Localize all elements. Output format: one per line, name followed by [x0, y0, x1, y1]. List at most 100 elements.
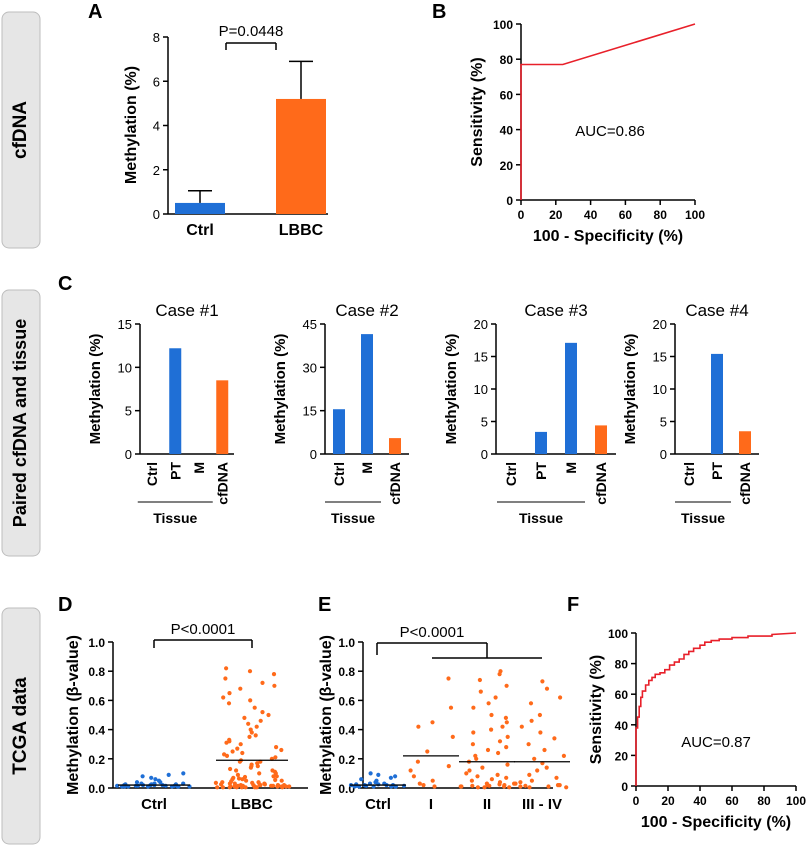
data-point	[274, 745, 279, 750]
x-tick-label: Ctrl	[144, 462, 160, 486]
data-point	[238, 783, 243, 788]
x-axis-label: 100 - Specificity (%)	[641, 814, 791, 831]
x-tick-label: 0	[518, 208, 525, 222]
data-point	[388, 775, 393, 780]
x-tick-label: Ctrl	[186, 222, 214, 239]
y-tick-label: 60	[615, 688, 629, 702]
bar-cfdna	[216, 380, 229, 454]
data-point	[425, 749, 430, 754]
data-point	[181, 771, 186, 776]
data-point	[273, 755, 278, 760]
data-point	[493, 695, 498, 700]
y-axis-label: Methylation (%)	[272, 334, 289, 445]
data-point	[538, 730, 543, 735]
bar-m	[361, 334, 373, 454]
data-point	[504, 745, 509, 750]
pvalue-label: P<0.0001	[171, 621, 236, 638]
data-point	[507, 785, 512, 790]
bar-cfdna	[595, 425, 607, 454]
data-point	[242, 774, 248, 780]
data-point	[221, 695, 226, 700]
panel-letter-a: A	[88, 1, 102, 23]
side-label-cfdna: cfDNA	[10, 101, 31, 159]
data-point	[354, 782, 359, 787]
data-point	[558, 695, 563, 700]
y-tick-label: 10	[118, 360, 132, 375]
data-point	[519, 724, 524, 729]
data-point	[234, 768, 239, 773]
auc-annotation: AUC=0.87	[681, 734, 751, 751]
data-point	[244, 778, 249, 783]
data-point	[140, 774, 145, 779]
data-point	[485, 747, 491, 753]
data-point	[269, 783, 274, 788]
x-tick-label: 0	[633, 794, 640, 808]
y-tick-label: 4	[153, 119, 160, 134]
x-tick-label: PT	[533, 462, 549, 480]
data-point	[446, 764, 451, 769]
data-point	[238, 686, 243, 691]
side-box-paired	[1, 289, 41, 557]
data-point	[376, 772, 381, 778]
x-tick-label: Ctrl	[365, 796, 391, 813]
data-point	[484, 781, 489, 786]
data-point	[250, 780, 255, 786]
tissue-label: Tissue	[153, 510, 197, 526]
y-tick-label: 1.0	[338, 636, 355, 650]
data-point	[271, 672, 277, 677]
data-point	[450, 734, 455, 740]
bar-cfdna	[739, 431, 751, 454]
data-point	[417, 781, 422, 786]
tissue-label: Tissue	[681, 510, 725, 526]
data-point	[401, 783, 407, 788]
y-axis-label: Methylation (%)	[123, 66, 140, 184]
data-point	[446, 676, 451, 681]
y-tick-label: 100	[608, 627, 628, 641]
data-point	[480, 765, 485, 770]
data-point	[275, 783, 280, 788]
x-tick-label: PT	[709, 462, 725, 480]
x-tick-label: Ctrl	[331, 462, 347, 486]
data-point	[529, 718, 534, 723]
data-point	[287, 784, 292, 789]
y-tick-label: 0	[310, 447, 317, 462]
chart-title: Case #3	[524, 301, 587, 320]
data-point	[226, 701, 232, 706]
data-point	[232, 781, 237, 786]
y-tick-label: 5	[660, 415, 667, 430]
y-axis-label: Methylation (%)	[443, 334, 460, 445]
data-point	[473, 753, 478, 759]
y-tick-label: 0	[153, 207, 160, 222]
data-point	[432, 784, 437, 789]
data-point	[489, 727, 494, 732]
data-point	[527, 772, 532, 778]
x-tick-label: II	[483, 796, 491, 813]
data-point	[502, 783, 507, 788]
x-axis-label: 100 - Specificity (%)	[533, 228, 683, 245]
x-tick-label: 100	[786, 794, 806, 808]
data-point	[555, 783, 561, 788]
x-tick-label: cfDNA	[737, 462, 753, 505]
y-tick-label: 10	[653, 382, 667, 397]
bar-pt	[169, 348, 182, 454]
y-tick-label: 0.8	[338, 665, 355, 679]
y-tick-label: 0	[481, 447, 488, 462]
data-point	[262, 781, 267, 786]
y-tick-label: 40	[500, 124, 514, 138]
data-point	[149, 775, 154, 780]
data-point	[279, 778, 284, 783]
data-point	[469, 778, 474, 783]
x-tick-label: III - IV	[522, 796, 562, 813]
bar-lbbc	[276, 98, 326, 214]
tissue-label: Tissue	[331, 510, 375, 526]
data-point	[215, 785, 220, 790]
data-point	[134, 780, 140, 785]
data-point	[252, 705, 257, 710]
data-point	[222, 752, 227, 757]
y-tick-label: 0.2	[338, 753, 355, 767]
data-point	[537, 712, 543, 718]
y-axis-label: Methylation (β-value)	[65, 635, 82, 795]
side-box-cfdna	[1, 11, 41, 249]
bar-m	[565, 342, 577, 454]
data-point	[247, 669, 253, 674]
